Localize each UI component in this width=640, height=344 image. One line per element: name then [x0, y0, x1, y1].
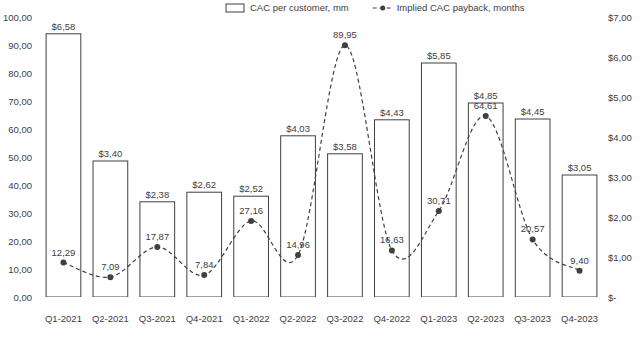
bar — [562, 175, 597, 297]
line-label: 64,61 — [474, 100, 498, 111]
line-label: 17,87 — [145, 231, 169, 242]
line-label: 89,95 — [333, 29, 357, 40]
legend-label: CAC per customer, mm — [250, 2, 349, 13]
line-label: 7,84 — [195, 259, 214, 270]
bar — [140, 202, 175, 297]
bar — [281, 136, 316, 297]
x-tick-label: Q3-2023 — [514, 313, 551, 324]
bar — [515, 119, 550, 297]
chart: 0,00 10,00 20,00 30,00 40,00 50,00 60,00 70,00 8… — [0, 0, 640, 344]
line-label: 14,96 — [286, 239, 310, 250]
bar-label: $4,43 — [380, 107, 404, 118]
bar — [468, 103, 503, 297]
y-tick-label: 80,00 — [8, 68, 32, 79]
x-tick-label: Q1-2022 — [233, 313, 270, 324]
y2-tick-label: $5,00 — [608, 92, 632, 103]
background — [0, 0, 640, 344]
y2-tick-label: $4,00 — [608, 132, 632, 143]
plot-area — [46, 34, 597, 297]
y2-tick-label: $3,00 — [608, 172, 632, 183]
line-point — [107, 274, 113, 280]
y-tick-label: 0,00 — [14, 292, 33, 303]
bar — [187, 192, 222, 297]
bar — [328, 154, 363, 297]
y-tick-label: 30,00 — [8, 208, 32, 219]
bar — [375, 120, 410, 297]
data-labels: $6,58 $3,40 $2,38 $2,62 $2,52 $4,03 $3,58 $4,43… — [52, 21, 592, 272]
line-label: 7,09 — [101, 261, 120, 272]
bar-label: $6,58 — [52, 21, 76, 32]
y-tick-label: 70,00 — [8, 96, 32, 107]
bar-label: $3,05 — [568, 162, 592, 173]
bar-label: $2,62 — [192, 179, 216, 190]
legend-swatch — [380, 6, 385, 11]
x-tick-label: Q4-2022 — [373, 313, 410, 324]
y2-tick-label: $- — [608, 292, 616, 303]
y-tick-label: 10,00 — [8, 264, 32, 275]
line-label: 16,63 — [380, 234, 404, 245]
bar-label: $5,85 — [427, 50, 451, 61]
bar-label: $2,38 — [145, 189, 169, 200]
x-tick-label: Q4-2023 — [561, 313, 598, 324]
line-point — [248, 218, 254, 224]
line-point — [342, 42, 348, 48]
y2-tick-label: $1,00 — [608, 252, 632, 263]
line-label: 27,16 — [239, 205, 263, 216]
line-point — [530, 236, 536, 242]
y-tick-label: 50,00 — [8, 152, 32, 163]
line-point — [389, 247, 395, 253]
bar — [46, 34, 81, 297]
line-point — [295, 252, 301, 258]
line-point — [60, 260, 66, 266]
y-tick-label: 100,00 — [3, 12, 32, 23]
bar-label: $3,40 — [98, 148, 122, 159]
line-label: 20,57 — [521, 223, 545, 234]
y-tick-label: 60,00 — [8, 124, 32, 135]
x-tick-label: Q1-2023 — [420, 313, 457, 324]
line-point — [436, 208, 442, 214]
line-point — [577, 268, 583, 274]
line-point — [483, 113, 489, 119]
legend: CAC per customer, mm Implied CAC payback,… — [226, 2, 525, 13]
y-tick-label: 90,00 — [8, 40, 32, 51]
bar-label: $4,03 — [286, 123, 310, 134]
x-tick-label: Q2-2022 — [280, 313, 317, 324]
bar-label: $3,58 — [333, 141, 357, 152]
line — [63, 45, 579, 277]
y2-tick-label: $6,00 — [608, 52, 632, 63]
x-tick-label: Q2-2023 — [467, 313, 504, 324]
x-tick-label: Q3-2021 — [139, 313, 176, 324]
y2-tick-label: $2,00 — [608, 212, 632, 223]
y-tick-label: 40,00 — [8, 180, 32, 191]
y2-tick-label: $7,00 — [608, 12, 632, 23]
legend-swatch — [226, 4, 244, 12]
x-tick-label: Q4-2021 — [186, 313, 223, 324]
x-tick-label: Q3-2022 — [326, 313, 363, 324]
x-tick-label: Q2-2021 — [92, 313, 129, 324]
bar — [421, 63, 456, 297]
bar-label: $4,45 — [521, 106, 545, 117]
bar-label: $2,52 — [239, 183, 263, 194]
y-tick-label: 20,00 — [8, 236, 32, 247]
line-label: 9,40 — [570, 255, 589, 266]
legend-label: Implied CAC payback, months — [397, 2, 525, 13]
line-label: 30,71 — [427, 195, 451, 206]
line-point — [154, 244, 160, 250]
line-label: 12,29 — [52, 247, 76, 258]
bar — [234, 196, 269, 297]
line-point — [201, 272, 207, 278]
x-tick-label: Q1-2021 — [45, 313, 82, 324]
